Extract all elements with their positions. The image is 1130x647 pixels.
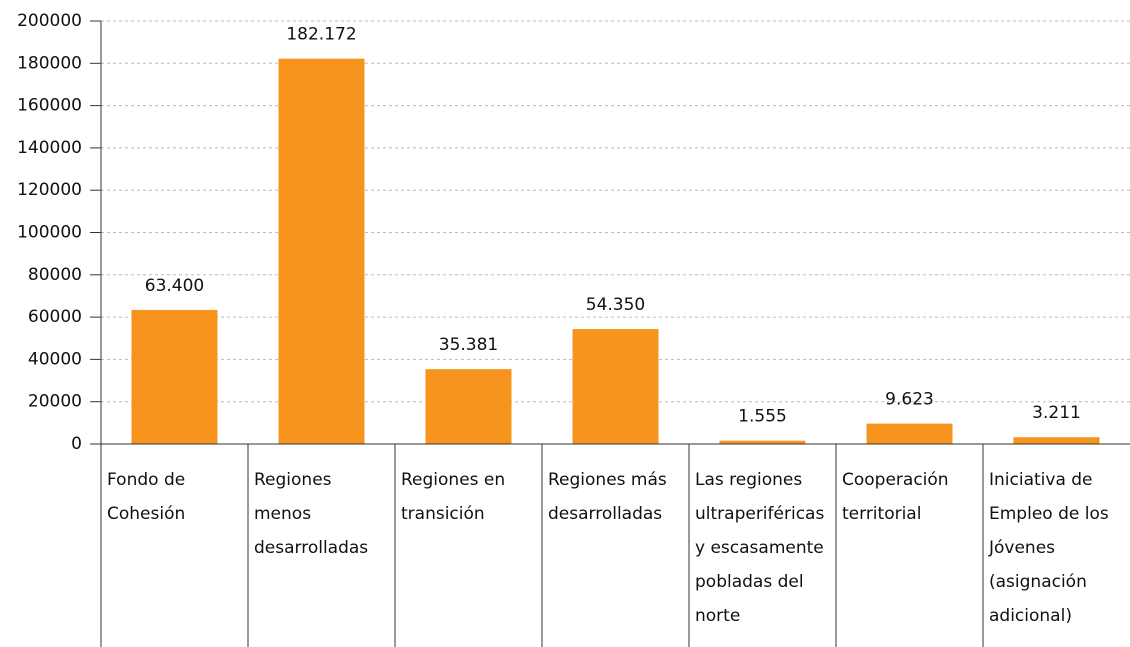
bar (278, 58, 365, 445)
x-tick-label: Regiones en transición (401, 470, 506, 524)
value-label: 3.211 (1032, 403, 1081, 423)
y-tick-label: 40000 (28, 349, 82, 369)
value-label: 54.350 (586, 295, 645, 315)
bar (866, 423, 953, 444)
x-tick-label: Cooperación territorial (842, 470, 949, 524)
value-label: 35.381 (439, 335, 498, 355)
y-tick-label: 0 (71, 434, 82, 454)
y-tick-label: 180000 (17, 53, 82, 73)
y-tick-label: 60000 (28, 307, 82, 327)
x-tick-label: Iniciativa de Empleo de los Jóvenes (asi… (989, 470, 1109, 626)
bar (1013, 437, 1100, 444)
bar (425, 369, 512, 444)
x-tick-label: Fondo de Cohesión (107, 470, 186, 524)
y-tick-label: 120000 (17, 180, 82, 200)
y-tick-label: 200000 (17, 11, 82, 31)
value-label: 182.172 (286, 25, 356, 45)
y-tick-label: 80000 (28, 265, 82, 285)
y-tick-label: 160000 (17, 96, 82, 116)
bar (572, 329, 659, 444)
x-tick-label: Regiones más desarrolladas (548, 470, 667, 524)
bar (131, 309, 218, 444)
x-tick-label: Regiones menos desarrolladas (254, 470, 369, 558)
value-label: 63.400 (145, 276, 204, 296)
value-label: 9.623 (885, 390, 934, 410)
bar (719, 440, 806, 444)
y-tick-label: 100000 (17, 223, 82, 243)
y-tick-label: 20000 (28, 392, 82, 412)
y-tick-label: 140000 (17, 138, 82, 158)
value-label: 1.555 (738, 407, 787, 427)
x-tick-label: Las regiones ultraperiféricas y escasame… (695, 470, 825, 626)
